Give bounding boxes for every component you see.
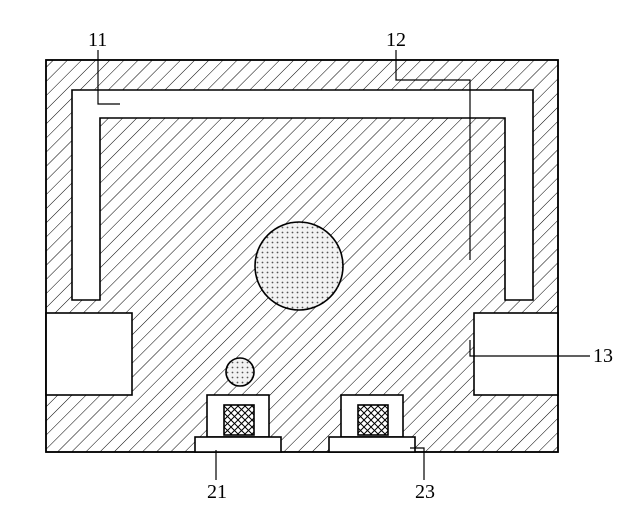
pocket-left-inner: [224, 405, 254, 435]
label-n11: 11: [88, 29, 107, 51]
label-n13: 13: [593, 345, 613, 367]
big-circle: [255, 222, 343, 310]
bottom-cutout-right: [474, 313, 558, 395]
label-n21: 21: [207, 481, 227, 503]
pocket-right-inner: [358, 405, 388, 435]
pocket-right-tab: [329, 437, 415, 452]
small-circle: [226, 358, 254, 386]
label-n12: 12: [386, 29, 406, 51]
label-n23: 23: [415, 481, 435, 503]
bottom-cutout-left: [46, 313, 132, 395]
pocket-left-tab: [195, 437, 281, 452]
